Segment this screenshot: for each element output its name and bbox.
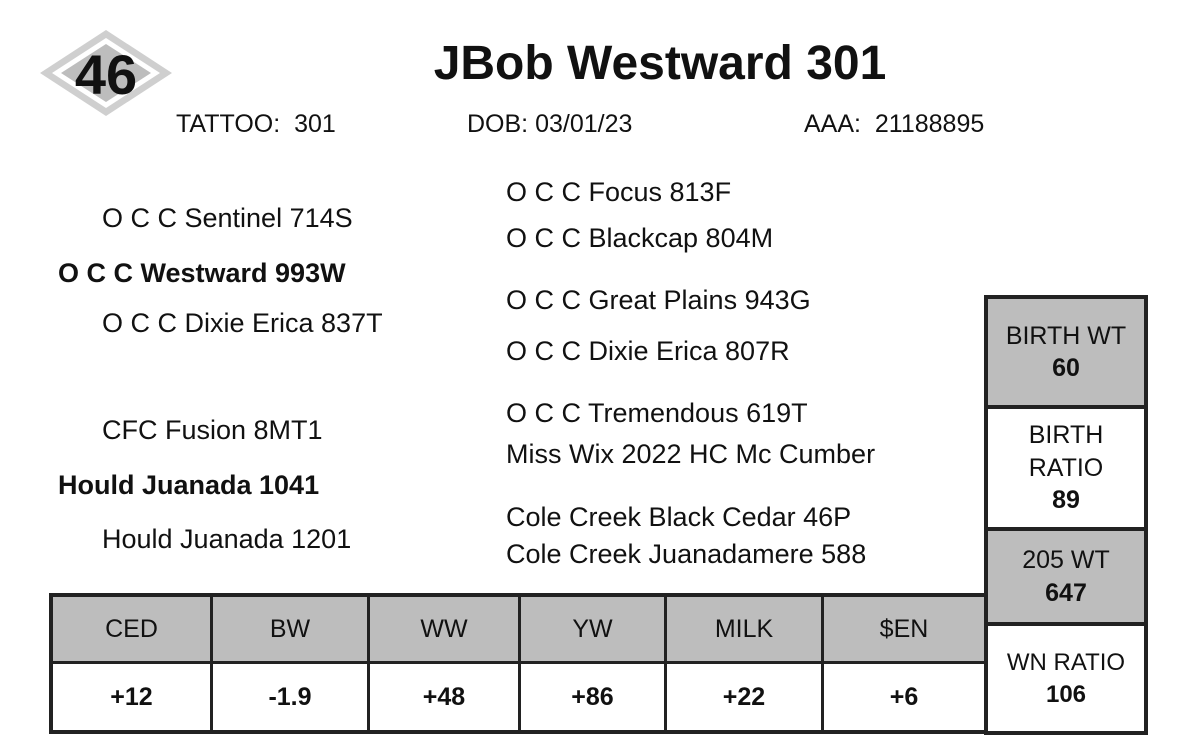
sire-sire: O C C Sentinel 714S [102,203,353,233]
third-gen: O C C Focus 813F [506,177,732,207]
performance-label: 205 WT [1022,546,1110,574]
info-item: DOB: 03/01/23 [467,110,632,139]
epd-value: +22 [664,661,824,734]
performance-value: 647 [1045,578,1087,607]
third-gen: O C C Blackcap 804M [506,223,774,253]
info-item: TATTOO: 301 [176,110,336,139]
info-value: 03/01/23 [535,110,633,138]
epd-header: WW [367,593,521,664]
dam-sire: CFC Fusion 8MT1 [102,415,323,445]
epd-header-row: CED BW WW YW MILK $EN [49,593,988,664]
epd-value: +12 [49,661,213,734]
epd-value: -1.9 [210,661,370,734]
performance-label: BIRTH WT [1005,321,1127,350]
performance-cell: BIRTH WT 60 [988,299,1144,405]
dam-dam: Hould Juanada 1201 [102,524,352,554]
animal-name: JBob Westward 301 [433,37,887,90]
performance-cell: WN RATIO 106 [988,622,1144,731]
lot-number: 46 [75,43,137,106]
epd-header: $EN [821,593,988,664]
info-item: AAA: 21188895 [804,110,984,139]
epd-table: CED BW WW YW MILK $EN +12 -1.9 +48 +86 +22 +6 [49,593,988,734]
performance-value: 89 [1052,486,1080,515]
third-gen: O C C Tremendous 619T [506,398,808,428]
third-gen: O C C Dixie Erica 807R [506,336,790,366]
performance-value: 106 [1045,680,1087,708]
dam: Hould Juanada 1041 [58,470,320,500]
epd-value: +86 [518,661,667,734]
performance-cell: BIRTH RATIO 89 [988,405,1144,527]
epd-value-row: +12 -1.9 +48 +86 +22 +6 [49,661,988,734]
third-gen: Cole Creek Black Cedar 46P [506,502,852,532]
third-gen: Cole Creek Juanadamere 588 [506,539,867,569]
performance-label: WN RATIO [1006,649,1126,677]
performance-label: BIRTH RATIO [1028,421,1104,482]
sire-dam: O C C Dixie Erica 837T [102,308,383,338]
info-label: DOB: [467,110,529,138]
info-label: TATTOO: [176,110,281,138]
epd-header: BW [210,593,370,664]
info-label: AAA: [804,110,861,138]
lot-badge: 46 [40,30,172,116]
info-value: 21188895 [874,110,985,138]
third-gen: Miss Wix 2022 HC Mc Cumber [506,439,876,469]
epd-value: +6 [821,661,988,734]
badge-inner [61,44,151,102]
epd-header: YW [518,593,667,664]
epd-header: CED [49,593,213,664]
performance-box: BIRTH WT 60 BIRTH RATIO 89 205 WT 647 WN RA… [984,295,1148,735]
info-value: 301 [294,110,336,138]
epd-header: MILK [664,593,824,664]
performance-cell: 205 WT 647 [988,527,1144,622]
third-gen: O C C Great Plains 943G [506,285,811,315]
epd-value: +48 [367,661,521,734]
sire: O C C Westward 993W [58,258,346,288]
performance-value: 60 [1052,354,1080,382]
